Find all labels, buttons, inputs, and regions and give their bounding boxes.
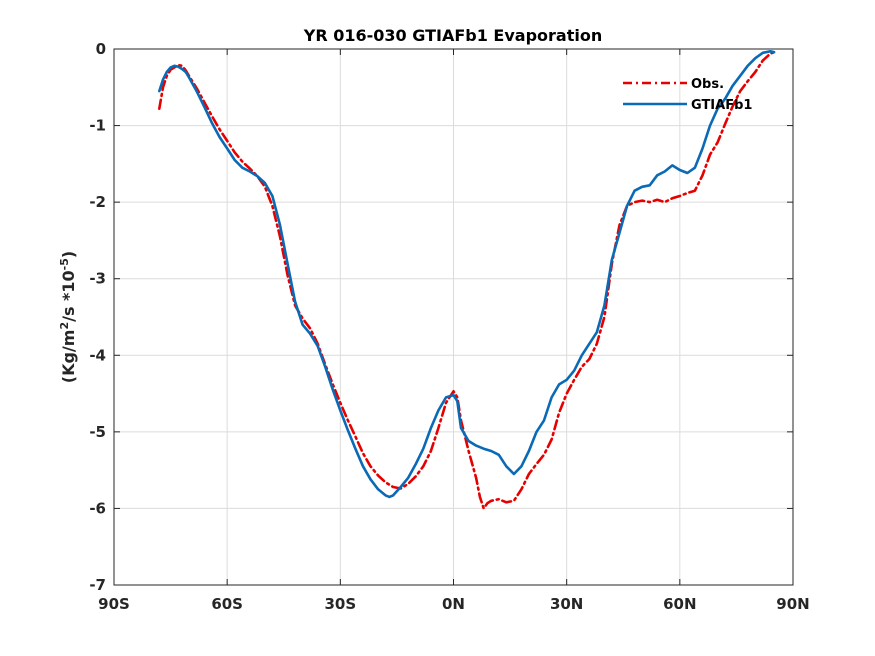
tick-labels: 90S 60S 30S 0N 30N 60N 90N 0 -1 -2 -3 -4 -5 -6 -7 (89, 40, 809, 613)
x-tick-label: 0N (442, 595, 465, 613)
y-tick-label: -7 (89, 576, 106, 594)
x-tick-label: 30N (550, 595, 583, 613)
x-tick-label: 60N (663, 595, 696, 613)
y-tick-label: -5 (89, 423, 106, 441)
y-tick-label: 0 (96, 40, 106, 58)
x-tick-label: 90N (776, 595, 809, 613)
legend-label: Obs. (691, 77, 724, 92)
x-tick-label: 90S (98, 595, 130, 613)
series-line-model (158, 50, 776, 499)
series-layer (158, 50, 776, 510)
x-tick-label: 30S (324, 595, 356, 613)
x-tick-label: 60S (211, 595, 243, 613)
y-tick-label: -1 (89, 117, 106, 135)
axis-ticks (113, 48, 794, 586)
y-axis-label: (Kg/m2/s *10-5) (58, 251, 79, 383)
y-tick-label: -6 (89, 499, 106, 517)
y-tick-label: -2 (89, 193, 106, 211)
legend-label: GTIAFb1 (691, 98, 752, 113)
y-tick-label: -3 (89, 270, 106, 288)
y-tick-label: -4 (89, 346, 106, 364)
chart-title: YR 016-030 GTIAFb1 Evaporation (303, 26, 602, 45)
legend: Obs. GTIAFb1 (623, 77, 752, 113)
